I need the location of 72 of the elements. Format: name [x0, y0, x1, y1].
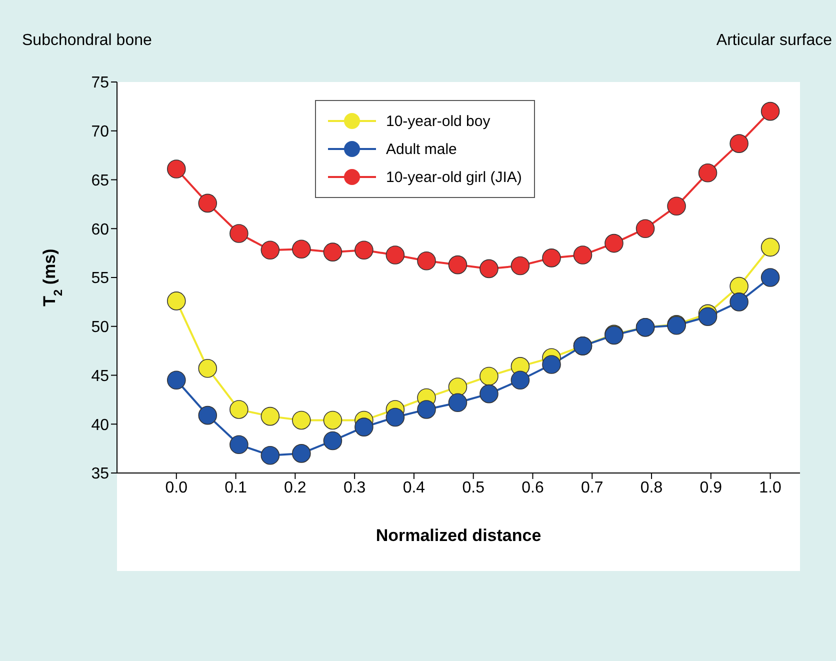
- x-tick-label: 0.4: [402, 479, 426, 496]
- x-tick-label: 0.7: [581, 479, 604, 496]
- point: [760, 238, 780, 257]
- text: Subchondral bone: [22, 32, 152, 50]
- point: [323, 431, 342, 450]
- legend-label: 10-year-old boy: [386, 112, 490, 130]
- point: [542, 248, 561, 268]
- y-tick-label: 65: [91, 172, 110, 190]
- point: [760, 268, 780, 287]
- x-tick-label: 1.0: [759, 479, 782, 496]
- point: [292, 410, 311, 430]
- point: [604, 234, 624, 253]
- y-tick-label: 75: [91, 74, 110, 92]
- point: [698, 307, 718, 326]
- point: [198, 194, 218, 213]
- point: [166, 292, 186, 310]
- point: [573, 246, 592, 264]
- point: [510, 256, 530, 276]
- x-tick-label: 0.1: [224, 479, 247, 496]
- point: [510, 370, 530, 390]
- legend-label: 10-year-old girl (JIA): [386, 168, 522, 186]
- x-tick-label: 0.0: [165, 479, 188, 496]
- point: [292, 444, 311, 463]
- point: [230, 400, 248, 419]
- point: [386, 408, 405, 427]
- x-tick-label: 0.6: [522, 479, 544, 496]
- x-tick-label: 0.9: [700, 479, 722, 496]
- x-tick-label: 0.3: [343, 479, 366, 496]
- y-tick-label: 45: [91, 368, 110, 385]
- point: [323, 410, 342, 430]
- point: [730, 134, 748, 153]
- y-tick-label: 35: [91, 466, 110, 483]
- point: [417, 251, 436, 270]
- point: [698, 164, 718, 182]
- point: [354, 418, 374, 436]
- point: [542, 355, 561, 374]
- point: [386, 246, 405, 264]
- point: [230, 435, 248, 454]
- point: [480, 366, 498, 386]
- point: [260, 406, 280, 426]
- point: [166, 370, 186, 390]
- point: [198, 406, 218, 425]
- point: [323, 242, 342, 262]
- x-tick-label: 0.8: [640, 479, 663, 496]
- y-tick-label: 40: [91, 416, 110, 434]
- x-axis-title: Normalized distance: [376, 526, 542, 545]
- point: [448, 378, 468, 396]
- point: [260, 240, 280, 260]
- point: [730, 292, 748, 312]
- y-tick-label: 60: [91, 221, 110, 238]
- legend-label: Adult male: [386, 140, 457, 158]
- y-tick-label: 50: [91, 319, 110, 336]
- x-tick-label: 0.2: [284, 479, 306, 496]
- point: [760, 102, 780, 121]
- point: [730, 276, 748, 296]
- y-tick-label: 70: [91, 124, 110, 141]
- point: [448, 255, 468, 274]
- point: [166, 160, 186, 178]
- point: [667, 196, 686, 216]
- y-tick-label: 55: [91, 270, 110, 288]
- text: Articular surface: [716, 32, 832, 50]
- point: [354, 240, 374, 260]
- point: [198, 359, 218, 378]
- point: [292, 240, 311, 259]
- point: [480, 384, 498, 404]
- point: [417, 400, 436, 419]
- point: [636, 219, 655, 238]
- point: [230, 224, 248, 243]
- point: [480, 259, 498, 278]
- point: [448, 393, 468, 412]
- x-tick-label: 0.5: [462, 479, 485, 496]
- point: [260, 446, 280, 465]
